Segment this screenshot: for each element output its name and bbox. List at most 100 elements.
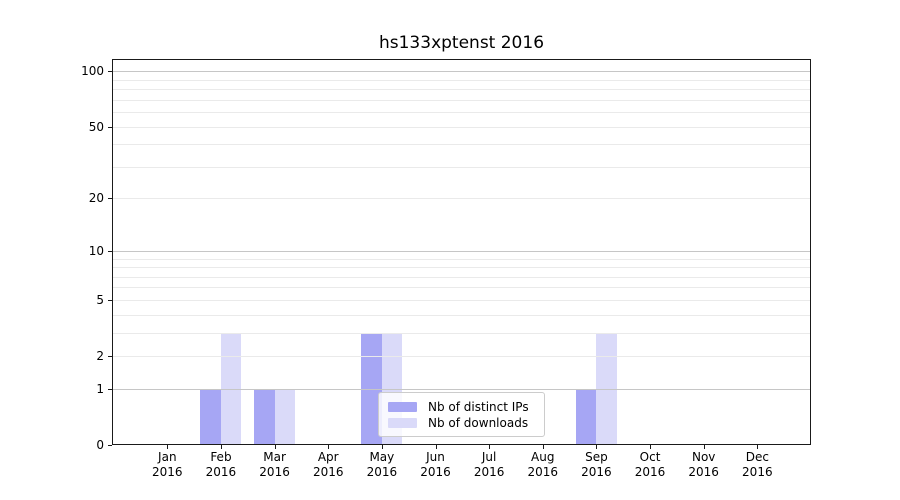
x-tick-year: 2016	[205, 465, 237, 479]
x-tick-month: Nov	[691, 450, 716, 464]
y-tick-label: 2	[96, 349, 104, 364]
x-tick-month: Apr	[317, 450, 339, 464]
x-tick-month: Oct	[639, 450, 661, 464]
x-tick-label: Nov 2016	[676, 450, 732, 480]
x-tick-label: May 2016	[354, 450, 410, 480]
legend-swatch-icon	[388, 417, 417, 428]
x-tick-month: Aug	[531, 450, 555, 464]
x-tick-month: Feb	[210, 450, 232, 464]
gridline-minor	[113, 299, 810, 301]
y-tick-label: 10	[88, 243, 104, 258]
bar-nb-of-downloads	[220, 332, 242, 444]
gridline-minor	[113, 198, 810, 200]
x-tick-label: Aug 2016	[515, 450, 571, 480]
x-tick-label: Jun 2016	[408, 450, 464, 480]
x-tick-mark	[650, 445, 652, 449]
x-tick-label: Mar 2016	[247, 450, 303, 480]
x-tick-month: Mar	[263, 450, 286, 464]
x-tick-year: 2016	[366, 465, 398, 479]
x-tick-month: Sep	[585, 450, 608, 464]
gridline-minor	[113, 314, 810, 316]
legend-item: Nb of distinct IPs	[388, 399, 535, 414]
x-tick-year: 2016	[742, 465, 773, 479]
gridline-minor	[113, 356, 810, 358]
x-tick-year: 2016	[581, 465, 612, 479]
x-tick-year: 2016	[420, 465, 451, 479]
gridline-minor	[113, 144, 810, 146]
y-tick-mark	[108, 356, 112, 358]
y-tick-mark	[108, 71, 112, 73]
bar-nb-of-downloads	[596, 332, 617, 444]
x-tick-label: Jul 2016	[461, 450, 517, 480]
y-tick-mark	[108, 126, 112, 128]
y-tick-mark	[108, 198, 112, 200]
legend: Nb of distinct IPs Nb of downloads	[378, 392, 545, 437]
x-tick-label: Apr 2016	[300, 450, 356, 480]
gridline-major	[113, 71, 810, 73]
gridline-minor	[113, 89, 810, 91]
y-tick-mark	[108, 250, 112, 252]
bar-nb-of-downloads	[274, 388, 296, 444]
x-tick-year: 2016	[152, 465, 183, 479]
x-tick-label: Sep 2016	[568, 450, 624, 480]
bar-nb-of-distinct-ips	[200, 388, 221, 444]
x-tick-mark	[703, 445, 705, 449]
gridline-minor	[113, 276, 810, 278]
x-tick-month: Jul	[481, 450, 497, 464]
x-tick-month: Dec	[745, 450, 769, 464]
gridline-minor	[113, 287, 810, 289]
legend-label: Nb of distinct IPs	[428, 399, 529, 414]
y-tick-label: 20	[88, 191, 104, 206]
x-tick-mark	[381, 445, 383, 449]
bar-nb-of-distinct-ips	[361, 332, 382, 444]
x-tick-year: 2016	[473, 465, 505, 479]
x-tick-year: 2016	[688, 465, 719, 479]
bar-nb-of-distinct-ips	[575, 388, 597, 444]
legend-label: Nb of downloads	[428, 415, 529, 430]
legend-swatch-icon	[388, 401, 417, 412]
x-tick-label: Jan 2016	[139, 450, 195, 480]
y-tick-mark	[108, 388, 112, 390]
gridline-major	[113, 250, 810, 252]
x-tick-mark	[220, 445, 222, 449]
x-tick-year: 2016	[634, 465, 666, 479]
x-tick-mark	[596, 445, 598, 449]
x-tick-mark	[167, 445, 169, 449]
x-tick-label: Oct 2016	[622, 450, 678, 480]
y-tick-mark	[108, 445, 112, 446]
x-tick-month: May	[369, 450, 395, 464]
gridline-minor	[113, 166, 810, 168]
x-tick-label: Dec 2016	[729, 450, 785, 480]
x-tick-year: 2016	[259, 465, 290, 479]
legend-item: Nb of downloads	[388, 415, 535, 430]
gridline-minor	[113, 258, 810, 260]
gridline-minor	[113, 99, 810, 101]
y-tick-label: 100	[81, 64, 104, 79]
x-tick-mark	[542, 445, 544, 449]
y-tick-mark	[108, 299, 112, 301]
x-tick-mark	[435, 445, 437, 449]
x-tick-mark	[274, 445, 276, 449]
y-tick-label: 50	[88, 119, 104, 134]
gridline-minor	[113, 267, 810, 269]
x-tick-year: 2016	[312, 465, 344, 479]
bar-nb-of-distinct-ips	[254, 388, 275, 444]
gridline-minor	[113, 112, 810, 114]
gridline-minor	[113, 126, 810, 128]
y-tick-label: 0	[96, 438, 104, 452]
gridline-minor	[113, 332, 810, 334]
x-tick-mark	[757, 445, 759, 449]
x-tick-month: Jun	[426, 450, 445, 464]
gridline-major	[113, 388, 810, 390]
x-tick-mark	[328, 445, 330, 449]
x-tick-label: Feb 2016	[193, 450, 249, 480]
x-tick-mark	[489, 445, 491, 449]
chart-title: hs133xptenst 2016	[378, 33, 545, 53]
y-tick-label: 5	[96, 292, 104, 307]
x-tick-month: Jan	[158, 450, 177, 464]
gridline-minor	[113, 79, 810, 81]
plot-area	[112, 59, 811, 445]
y-tick-label: 1	[96, 381, 104, 396]
x-tick-year: 2016	[527, 465, 559, 479]
